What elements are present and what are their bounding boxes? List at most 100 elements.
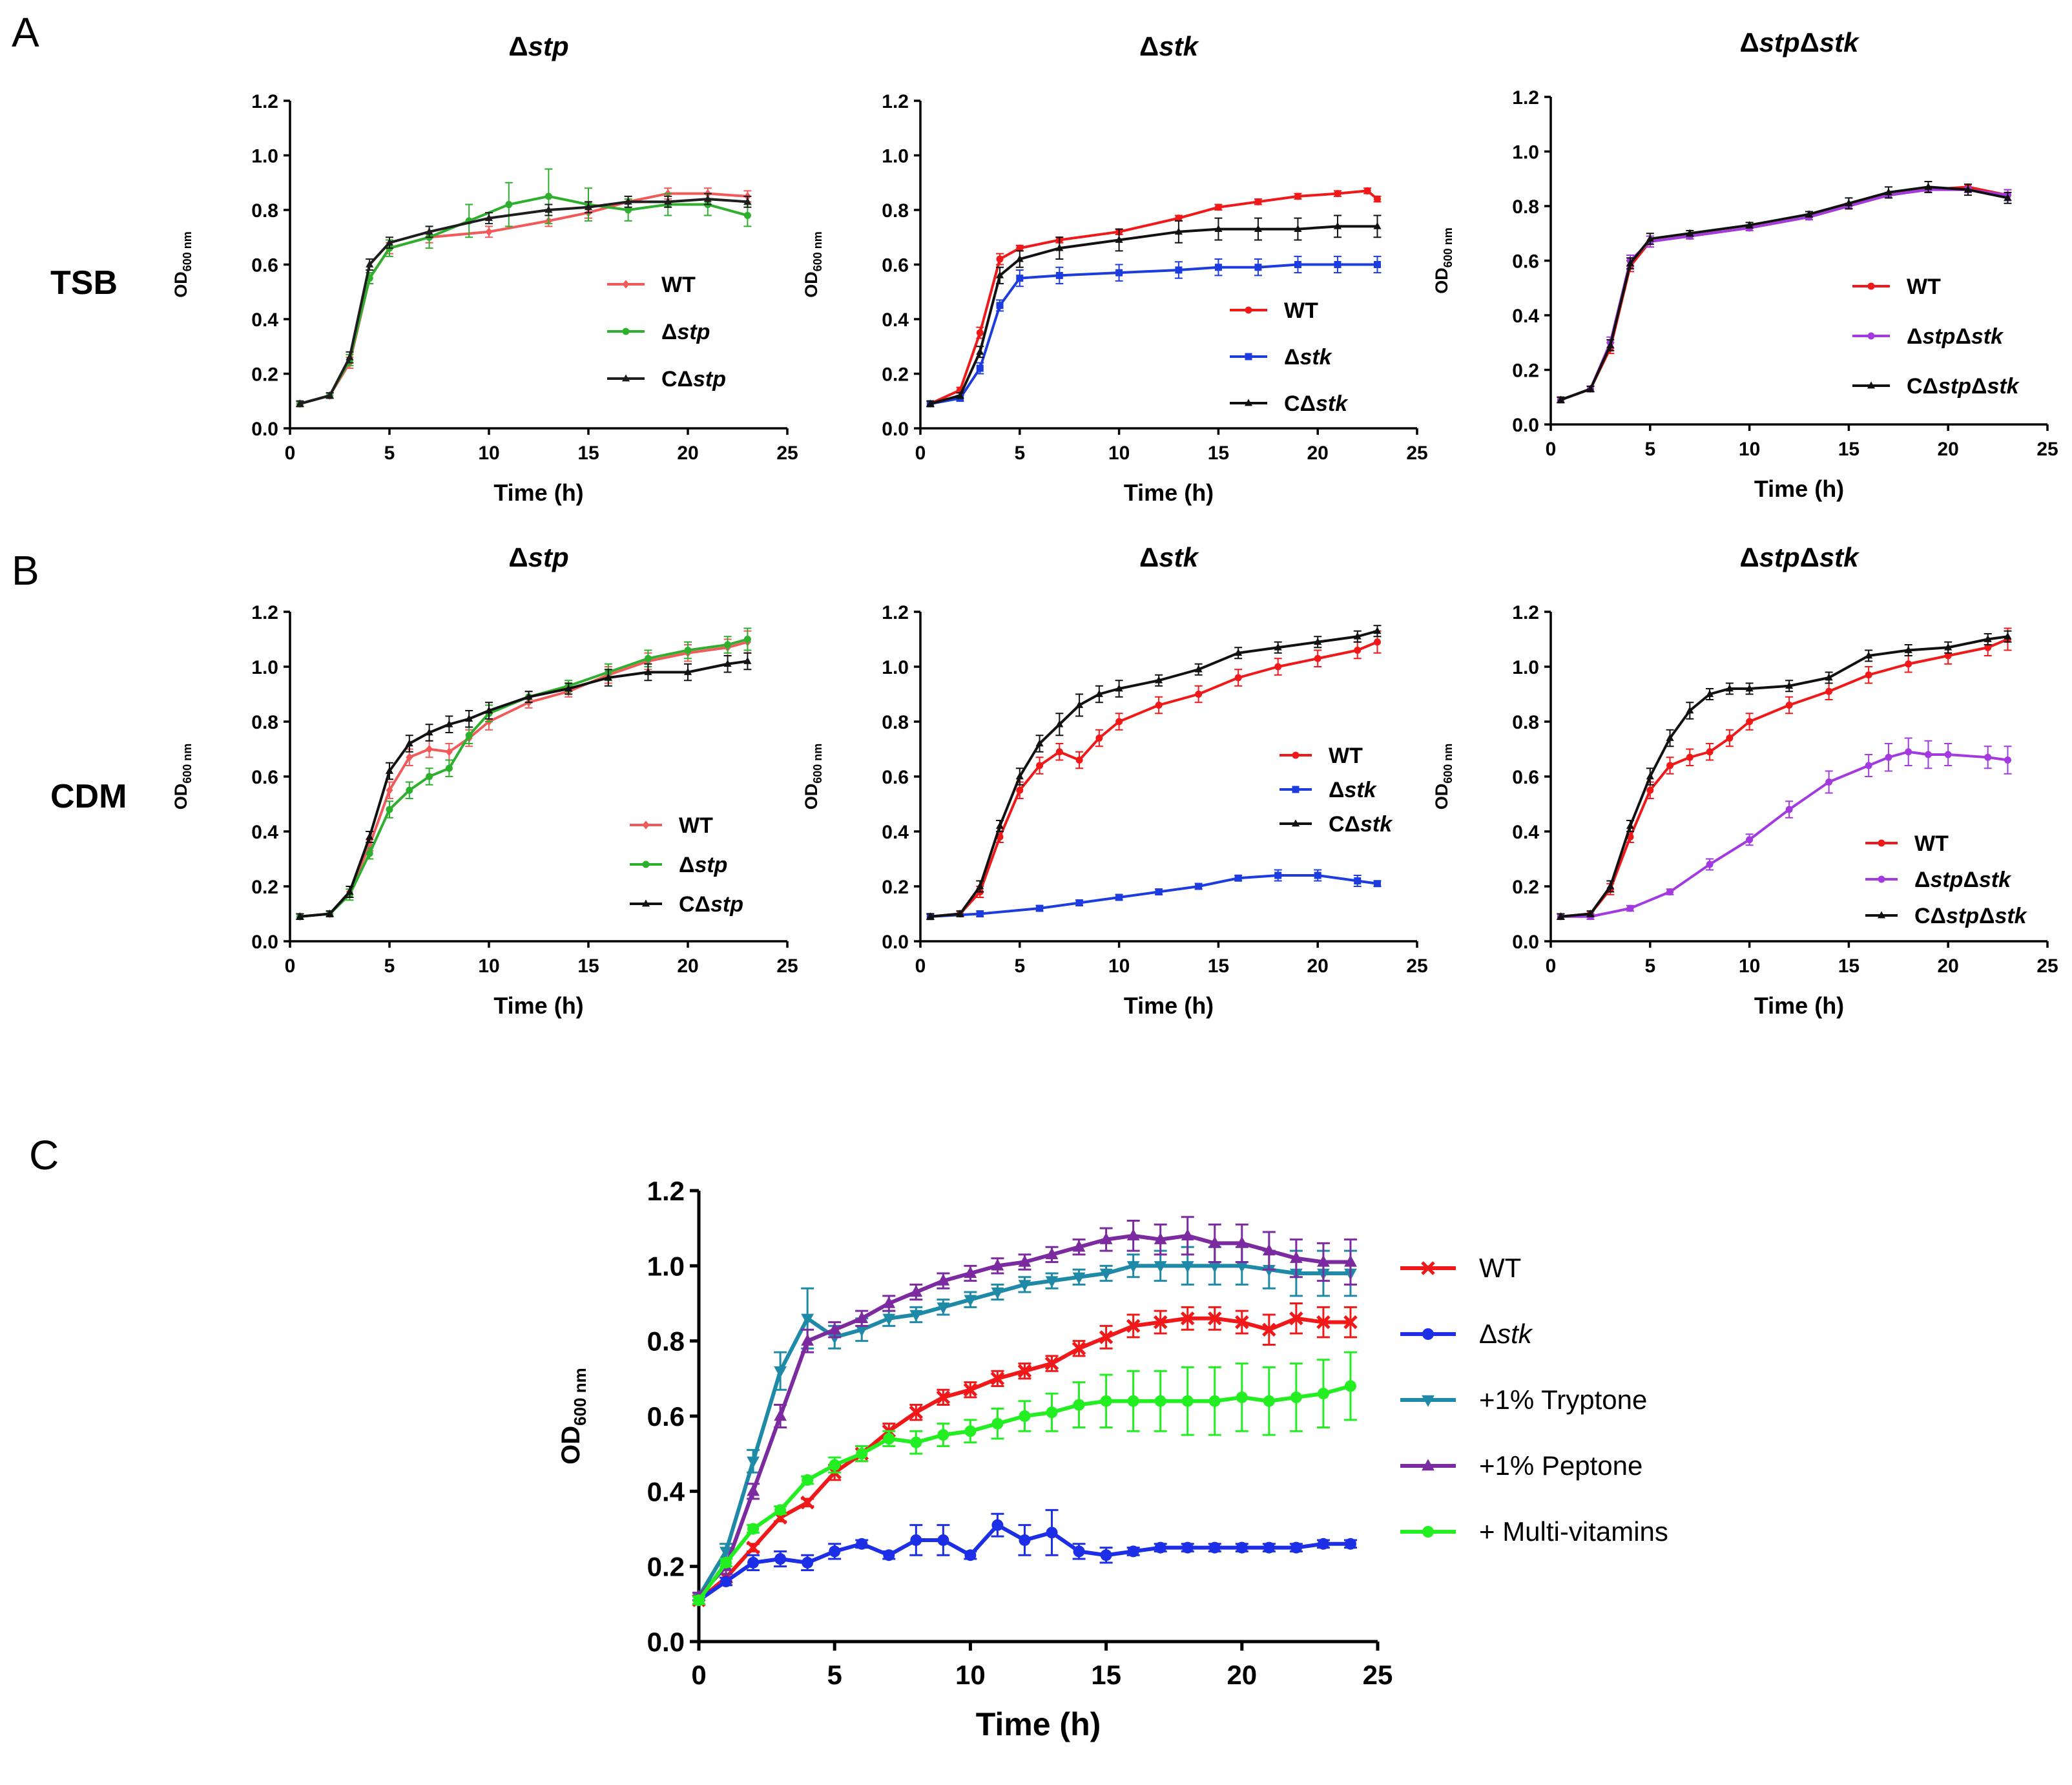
x-tick-label: 0 [915,443,926,464]
data-point [926,912,935,920]
data-point [1373,638,1381,646]
legend-label: CΔstp [661,367,726,391]
legend-marker [1245,306,1252,314]
data-point [624,197,632,205]
x-tick-label: 5 [1014,443,1025,464]
y-tick-label: 1.0 [251,146,278,167]
x-tick-label: 20 [1307,955,1329,977]
data-point [936,1390,951,1404]
data-point [1646,772,1654,780]
data-point [1073,1545,1085,1558]
y-tick-label: 0.2 [1512,360,1539,382]
x-tick-label: 0 [285,443,296,464]
data-point [1154,1261,1167,1273]
data-point [1019,1534,1031,1546]
data-point [1235,1261,1248,1273]
x-tick-label: 25 [776,955,798,977]
data-point [1073,1399,1085,1411]
data-point [1055,748,1063,756]
legend-marker [642,861,650,868]
data-point [1115,718,1123,725]
data-point [1046,1406,1058,1419]
y-axis-label-sub: 600 nm [570,1368,590,1426]
data-point [1606,340,1615,348]
legend-label: Δstk [1479,1319,1533,1349]
y-tick-label: 1.0 [882,657,909,678]
data-point [1017,1364,1032,1378]
data-point [1181,1261,1194,1273]
data-point [465,731,473,739]
data-point [937,1429,949,1441]
data-point [1015,772,1024,780]
legend-marker [1245,353,1252,360]
data-point [1045,1276,1059,1288]
data-point [909,1405,924,1419]
y-tick-label: 1.0 [1512,657,1539,678]
data-point [1289,1251,1303,1263]
x-tick-label: 0 [691,1660,706,1690]
data-point [1290,1391,1302,1403]
series-line [929,189,1378,405]
legend-label: CΔstk [1284,391,1349,416]
y-axis-label: OD600 nm [1432,744,1455,810]
data-point [774,1409,787,1421]
legend-label: ΔstpΔstk [1907,324,2004,349]
chart-title: Δstp [508,542,568,572]
y-tick-label: 0.8 [882,200,909,222]
data-point [1181,1229,1194,1240]
data-point [1036,762,1044,769]
y-tick-label: 0.0 [882,932,909,953]
x-tick-label: 15 [577,443,599,464]
data-point [1344,1380,1356,1392]
legend-label: WT [1479,1253,1521,1283]
x-axis-label: Time (h) [976,1706,1101,1742]
x-tick-label: 20 [1938,439,1959,460]
y-axis-label-main: OD [802,271,821,298]
legend-marker [621,374,630,382]
data-point [1214,204,1222,211]
y-tick-label: 0.4 [1512,306,1539,327]
data-point [1984,753,1992,761]
data-point [1016,244,1024,252]
series-delta-stk [692,1508,1357,1607]
y-axis-label: OD600 nm [171,744,194,810]
data-point [1373,195,1381,203]
data-point [1262,1264,1276,1277]
y-tick-label: 0.0 [882,419,909,440]
data-point [1984,643,1992,651]
legend-marker [1867,381,1876,389]
data-point [1180,1311,1195,1326]
data-point [1924,182,1932,190]
data-point [1234,649,1243,656]
data-point [937,1534,949,1546]
data-point [743,197,752,205]
data-point [1785,682,1794,689]
x-tick-label: 20 [1227,1660,1257,1690]
data-point [1018,1255,1031,1267]
data-point [1016,786,1024,794]
data-point [1075,757,1083,764]
data-point [1115,893,1123,901]
data-point [1015,255,1024,262]
legend-item-cdelta-stp: CΔstp [630,892,743,917]
y-tick-label: 0.2 [1512,877,1539,898]
data-point [366,260,374,267]
legend-marker [622,280,630,289]
data-point [996,255,1004,263]
legend-item-wt: WT [1865,831,1949,856]
y-axis-label-main: OD [171,271,191,298]
data-point [976,364,984,372]
data-point [426,773,433,780]
y-tick-label: 0.0 [251,419,278,440]
data-point [828,1332,842,1344]
data-point [1018,1280,1031,1292]
data-point [1745,684,1754,692]
data-point [1154,1232,1167,1244]
data-point [1825,687,1833,695]
legend-item-delta-stk: Δstk [1400,1319,1533,1349]
legend-item-wt: WT [630,813,713,838]
y-axis-label-sub: 600 nm [811,231,824,271]
data-point [703,194,712,202]
data-point [1175,214,1183,222]
data-point [1354,877,1362,884]
